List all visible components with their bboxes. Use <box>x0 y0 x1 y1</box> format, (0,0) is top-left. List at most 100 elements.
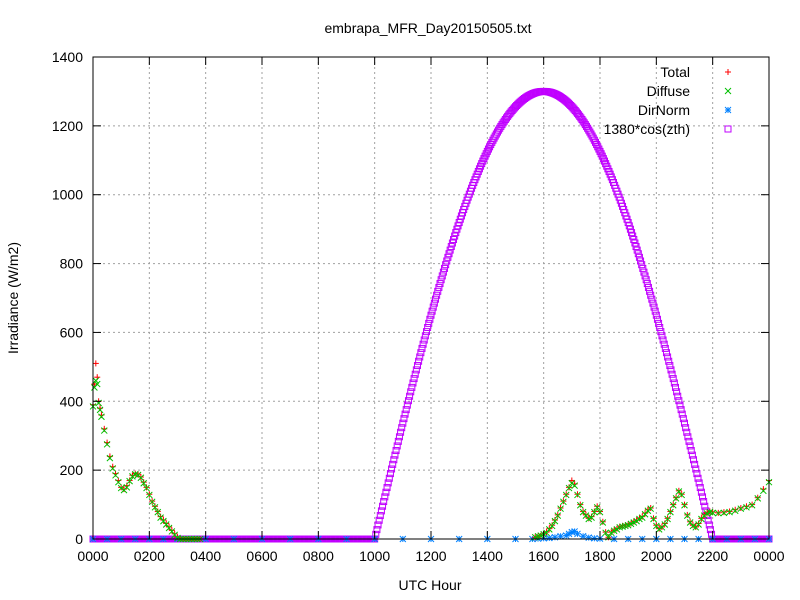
data-point <box>434 287 442 295</box>
legend-marker <box>725 69 731 75</box>
marker-stroke <box>667 508 674 516</box>
data-point <box>386 470 394 478</box>
data-point <box>123 484 131 491</box>
data-point <box>151 503 159 511</box>
marker-stroke <box>554 512 562 519</box>
data-point <box>433 291 441 299</box>
data-point <box>403 401 411 409</box>
marker-stroke <box>588 514 595 522</box>
data-point <box>743 503 750 511</box>
data-point <box>420 336 428 344</box>
data-point <box>659 336 667 344</box>
marker-stroke <box>560 498 567 506</box>
marker-stroke <box>131 470 139 478</box>
data-point <box>737 505 745 513</box>
data-point <box>480 155 488 163</box>
data-point <box>428 307 436 315</box>
data-point <box>93 380 101 388</box>
data-point <box>672 495 680 502</box>
data-point <box>683 428 691 436</box>
marker-stroke <box>672 495 680 502</box>
data-point <box>148 498 156 506</box>
data-point <box>392 447 400 455</box>
data-point <box>412 366 420 374</box>
marker-stroke <box>103 440 111 448</box>
marker-stroke <box>689 522 697 530</box>
data-point <box>691 460 699 468</box>
marker-stroke <box>599 519 607 526</box>
marker-stroke <box>591 508 598 516</box>
data-point <box>700 498 708 506</box>
data-point <box>112 471 119 479</box>
data-point <box>418 344 426 352</box>
data-point <box>565 484 573 492</box>
marker-stroke <box>720 509 728 517</box>
data-point <box>657 328 665 336</box>
data-point <box>129 472 136 480</box>
data-point <box>644 283 652 291</box>
data-point <box>640 268 648 276</box>
marker-stroke <box>96 406 104 414</box>
data-point <box>447 243 455 251</box>
marker-stroke <box>551 517 559 525</box>
data-point <box>593 503 601 511</box>
marker-stroke <box>683 512 691 519</box>
data-point <box>395 433 403 441</box>
data-point <box>668 370 676 378</box>
x-tick-label: 1800 <box>584 548 615 564</box>
data-point <box>562 491 570 499</box>
data-point <box>399 419 407 427</box>
data-point <box>598 152 606 160</box>
data-point <box>638 261 646 269</box>
marker-stroke <box>112 471 119 479</box>
marker-stroke <box>151 503 159 511</box>
data-point <box>687 447 695 455</box>
marker-stroke <box>607 529 615 537</box>
marker-stroke <box>602 529 609 537</box>
marker-stroke <box>644 507 652 515</box>
data-point <box>557 505 564 513</box>
marker-stroke <box>724 87 732 95</box>
marker-stroke <box>162 521 170 528</box>
data-point <box>398 424 406 432</box>
data-point <box>658 332 666 340</box>
data-point <box>425 319 433 327</box>
data-point <box>595 145 603 153</box>
x-tick-label: 0200 <box>134 548 165 564</box>
data-point <box>376 512 384 520</box>
data-point <box>669 501 677 509</box>
data-point <box>103 440 111 448</box>
data-point <box>596 147 604 155</box>
data-point <box>676 401 684 409</box>
data-point <box>560 498 567 506</box>
data-point <box>701 502 709 510</box>
data-point <box>126 477 133 485</box>
marker-stroke <box>571 482 579 489</box>
data-point <box>481 152 489 160</box>
data-point <box>429 303 437 311</box>
data-point <box>579 532 587 540</box>
data-point <box>591 534 598 542</box>
marker-stroke <box>562 491 570 499</box>
marker-stroke <box>576 501 584 509</box>
marker-stroke <box>706 508 714 516</box>
data-point <box>634 250 642 258</box>
marker-stroke <box>154 508 162 516</box>
x-axis-label: UTC Hour <box>398 577 461 593</box>
legend-marker <box>724 125 732 133</box>
marker-stroke <box>647 505 655 513</box>
data-point <box>482 150 490 158</box>
data-point <box>435 283 443 291</box>
data-point <box>633 246 641 254</box>
data-point <box>700 512 708 519</box>
data-point <box>554 512 562 519</box>
data-point <box>754 495 762 502</box>
x-tick-label: 2200 <box>697 548 728 564</box>
data-point <box>631 239 639 247</box>
data-point <box>401 410 409 418</box>
data-point <box>695 479 703 487</box>
marker-stroke <box>565 484 573 492</box>
data-point <box>684 433 692 441</box>
marker-stroke <box>585 534 593 541</box>
